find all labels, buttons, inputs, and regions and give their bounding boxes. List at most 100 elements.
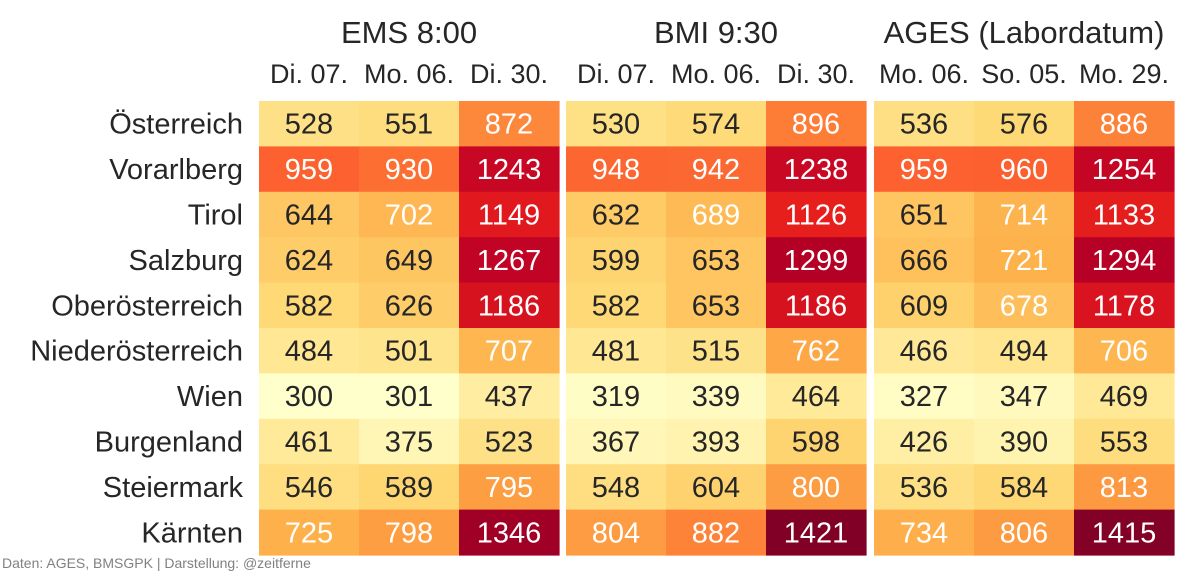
cell-value: 576 — [1000, 109, 1048, 141]
heatmap-cell — [974, 464, 1075, 511]
cell-value: 609 — [900, 290, 948, 322]
cell-value: 536 — [900, 472, 948, 504]
heatmap-cell — [259, 191, 360, 238]
heatmap-cell — [1074, 509, 1175, 556]
heatmap-cell — [259, 282, 360, 329]
heatmap-cell — [566, 464, 667, 511]
column-label: Mo. 06. — [879, 59, 969, 89]
heatmap-cell — [459, 191, 560, 238]
cell-value: 548 — [592, 472, 640, 504]
cell-value: 582 — [592, 290, 640, 322]
heatmap-cell — [874, 464, 975, 511]
cell-value: 813 — [1100, 472, 1148, 504]
heatmap-cell — [666, 282, 767, 329]
heatmap-cell — [666, 418, 767, 465]
heatmap-cell — [874, 146, 975, 193]
heatmap-cell — [766, 509, 867, 556]
cell-value: 523 — [485, 427, 533, 459]
cell-value: 300 — [285, 381, 333, 413]
cell-value: 494 — [1000, 336, 1048, 368]
heatmap-cell — [766, 191, 867, 238]
heatmap-cell — [1074, 328, 1175, 374]
heatmap-cell — [459, 237, 560, 284]
cell-value: 721 — [1000, 245, 1048, 277]
cell-value: 649 — [385, 245, 433, 277]
cell-value: 574 — [692, 109, 740, 141]
cell-value: 598 — [792, 427, 840, 459]
cell-value: 469 — [1100, 381, 1148, 413]
row-label: Burgenland — [95, 427, 243, 459]
cell-value: 872 — [485, 109, 533, 141]
heatmap-cell — [974, 237, 1075, 284]
heatmap-cell — [259, 464, 360, 511]
heatmap-cell — [1074, 373, 1175, 420]
row-label: Niederösterreich — [30, 336, 243, 368]
heatmap-cell — [666, 237, 767, 284]
heatmap-cell — [1074, 237, 1175, 284]
heatmap-cell — [874, 328, 975, 374]
heatmap-cell — [566, 418, 667, 465]
heatmap-cell — [566, 146, 667, 193]
row-label: Salzburg — [129, 245, 243, 277]
heatmap-cell — [459, 509, 560, 556]
heatmap-cell — [874, 191, 975, 238]
cell-value: 707 — [485, 336, 533, 368]
heatmap-cell — [766, 237, 867, 284]
cell-value: 393 — [692, 427, 740, 459]
column-label: Di. 07. — [577, 59, 655, 89]
cell-value: 536 — [900, 109, 948, 141]
cell-value: 390 — [1000, 427, 1048, 459]
heatmap-cell — [359, 509, 460, 556]
heatmap-cell — [1074, 146, 1175, 193]
column-label: Di. 07. — [270, 59, 348, 89]
cell-value: 546 — [285, 472, 333, 504]
column-label: Mo. 29. — [1079, 59, 1169, 89]
cell-value: 1186 — [785, 290, 847, 322]
heatmap-cell — [666, 464, 767, 511]
cell-value: 551 — [385, 109, 433, 141]
heatmap-cell — [359, 146, 460, 193]
cell-value: 1294 — [1092, 245, 1157, 277]
cell-value: 886 — [1100, 109, 1148, 141]
cell-value: 930 — [385, 154, 433, 186]
cell-value: 466 — [900, 336, 948, 368]
cell-value: 1126 — [785, 200, 847, 232]
cell-value: 689 — [692, 200, 740, 232]
cell-value: 959 — [285, 154, 333, 186]
column-label: So. 05. — [981, 59, 1067, 89]
heatmap-cell — [766, 373, 867, 420]
heatmap-cell — [974, 509, 1075, 556]
cell-value: 725 — [285, 517, 333, 549]
cell-value: 762 — [792, 336, 840, 368]
heatmap-cell — [1074, 282, 1175, 329]
heatmap-cell — [666, 373, 767, 420]
cell-value: 882 — [692, 517, 740, 549]
cell-value: 319 — [592, 381, 640, 413]
column-label: Di. 30. — [777, 59, 855, 89]
cell-value: 706 — [1100, 336, 1148, 368]
cell-value: 481 — [592, 336, 640, 368]
cell-value: 301 — [385, 381, 433, 413]
cell-value: 1254 — [1092, 154, 1157, 186]
cell-value: 426 — [900, 427, 948, 459]
row-label: Steiermark — [103, 472, 244, 504]
cell-value: 1149 — [478, 200, 540, 232]
heatmap-cell — [459, 101, 560, 147]
cell-value: 604 — [692, 472, 740, 504]
cell-value: 624 — [285, 245, 333, 277]
cell-value: 1238 — [784, 154, 849, 186]
group-title: AGES (Labordatum) — [884, 15, 1165, 50]
heatmap-cell — [259, 146, 360, 193]
cell-value: 375 — [385, 427, 433, 459]
cell-value: 795 — [485, 472, 533, 504]
cell-value: 644 — [285, 200, 333, 232]
heatmap-cell — [974, 418, 1075, 465]
heatmap-cell — [1074, 418, 1175, 465]
row-label: Oberösterreich — [51, 290, 243, 322]
heatmap-cell — [666, 101, 767, 147]
row-label: Kärnten — [141, 517, 243, 549]
heatmap-cell — [974, 146, 1075, 193]
heatmap-cell — [974, 373, 1075, 420]
heatmap-cell — [259, 373, 360, 420]
heatmap-cell — [766, 101, 867, 147]
